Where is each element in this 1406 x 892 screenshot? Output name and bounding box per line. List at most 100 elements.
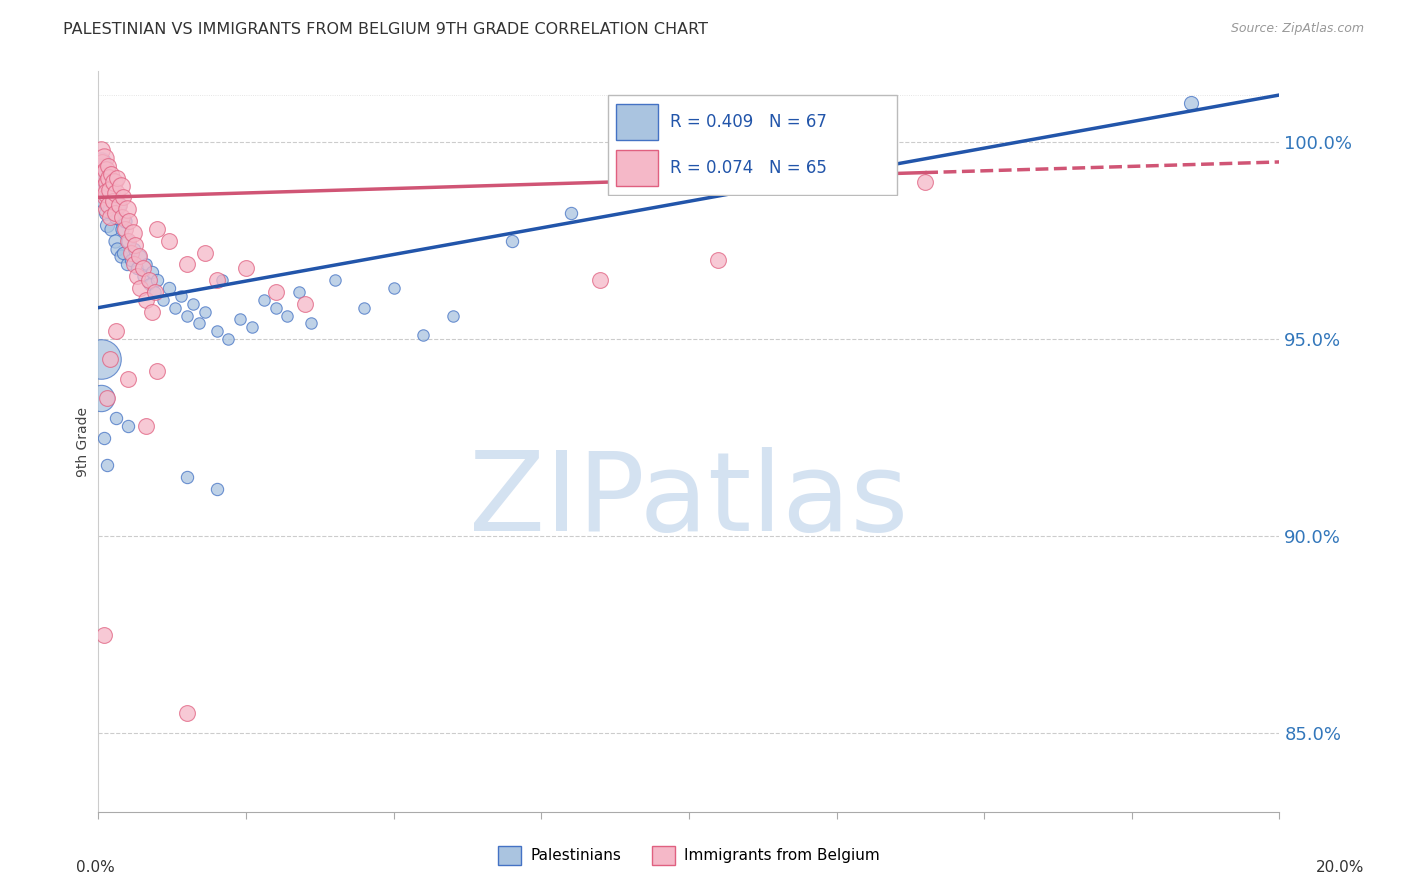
Point (132, 269, 155, 284)
Point (205, 324, 228, 338)
Point (91, 167, 114, 181)
Point (112, 245, 135, 260)
Point (128, 249, 150, 263)
Point (96, 175, 118, 189)
FancyBboxPatch shape (607, 95, 897, 195)
Point (91, 167, 114, 181)
Point (117, 418, 139, 433)
Point (91, 155, 114, 169)
Point (97, 198, 120, 212)
Point (105, 186, 128, 201)
Point (187, 317, 209, 331)
Point (105, 324, 128, 338)
Point (117, 234, 139, 248)
Point (98, 351, 121, 366)
Point (276, 309, 298, 323)
Point (323, 273, 346, 287)
Point (194, 245, 217, 260)
Point (93, 627, 115, 641)
Point (98, 202, 121, 217)
Point (138, 273, 160, 287)
Point (117, 234, 139, 248)
Point (128, 281, 150, 295)
Point (176, 706, 198, 721)
Point (96, 458, 118, 472)
Point (132, 261, 155, 276)
Point (235, 261, 257, 276)
Point (93, 194, 115, 209)
Point (103, 175, 125, 189)
Point (103, 186, 125, 201)
Point (117, 371, 139, 385)
Point (118, 214, 141, 228)
Point (157, 281, 180, 295)
Point (299, 317, 322, 331)
Point (1180, 95, 1202, 110)
Point (125, 261, 148, 276)
Point (98, 182, 121, 196)
Point (94, 190, 117, 204)
Point (96, 218, 118, 232)
Point (194, 304, 217, 318)
Point (93, 431, 115, 445)
Point (94, 202, 117, 217)
Point (157, 234, 180, 248)
Point (211, 273, 233, 287)
Point (501, 234, 523, 248)
Point (108, 198, 131, 212)
Point (114, 222, 136, 236)
Point (90, 143, 112, 157)
Point (146, 273, 169, 287)
Point (122, 242, 145, 256)
Point (97, 190, 120, 204)
Point (120, 245, 142, 260)
Point (441, 309, 464, 323)
Point (170, 289, 193, 303)
Point (104, 234, 127, 248)
Point (205, 482, 228, 496)
Point (100, 167, 122, 181)
Text: Source: ZipAtlas.com: Source: ZipAtlas.com (1230, 22, 1364, 36)
Point (707, 253, 730, 268)
Point (914, 175, 936, 189)
Point (124, 237, 146, 252)
Text: 0.0%: 0.0% (76, 861, 115, 875)
Point (110, 178, 132, 193)
Point (101, 194, 124, 209)
Point (294, 296, 316, 310)
Point (138, 277, 160, 291)
Point (96, 391, 118, 405)
Point (122, 257, 145, 271)
Point (176, 257, 198, 271)
Point (128, 249, 150, 263)
Point (110, 249, 132, 263)
Point (105, 210, 128, 224)
Point (141, 265, 163, 279)
Point (135, 293, 157, 307)
Point (100, 222, 122, 236)
Point (152, 293, 174, 307)
Point (560, 206, 582, 220)
Point (104, 206, 127, 220)
Point (288, 285, 311, 299)
Point (98, 170, 121, 185)
Legend: Palestinians, Immigrants from Belgium: Palestinians, Immigrants from Belgium (492, 840, 886, 871)
Point (205, 273, 228, 287)
Bar (616, 150, 658, 186)
Point (105, 242, 128, 256)
Point (855, 128, 877, 142)
Text: ZIPatlas: ZIPatlas (470, 447, 908, 554)
Point (111, 210, 134, 224)
Point (112, 190, 135, 204)
Text: R = 0.409   N = 67: R = 0.409 N = 67 (669, 113, 827, 131)
Point (121, 226, 143, 240)
Point (143, 285, 166, 299)
Text: 20.0%: 20.0% (1316, 861, 1364, 875)
Point (111, 222, 134, 236)
Point (115, 202, 138, 217)
Point (125, 269, 148, 284)
Y-axis label: 9th Grade: 9th Grade (76, 407, 90, 476)
Point (412, 328, 434, 343)
Point (115, 257, 138, 271)
Point (135, 257, 157, 271)
